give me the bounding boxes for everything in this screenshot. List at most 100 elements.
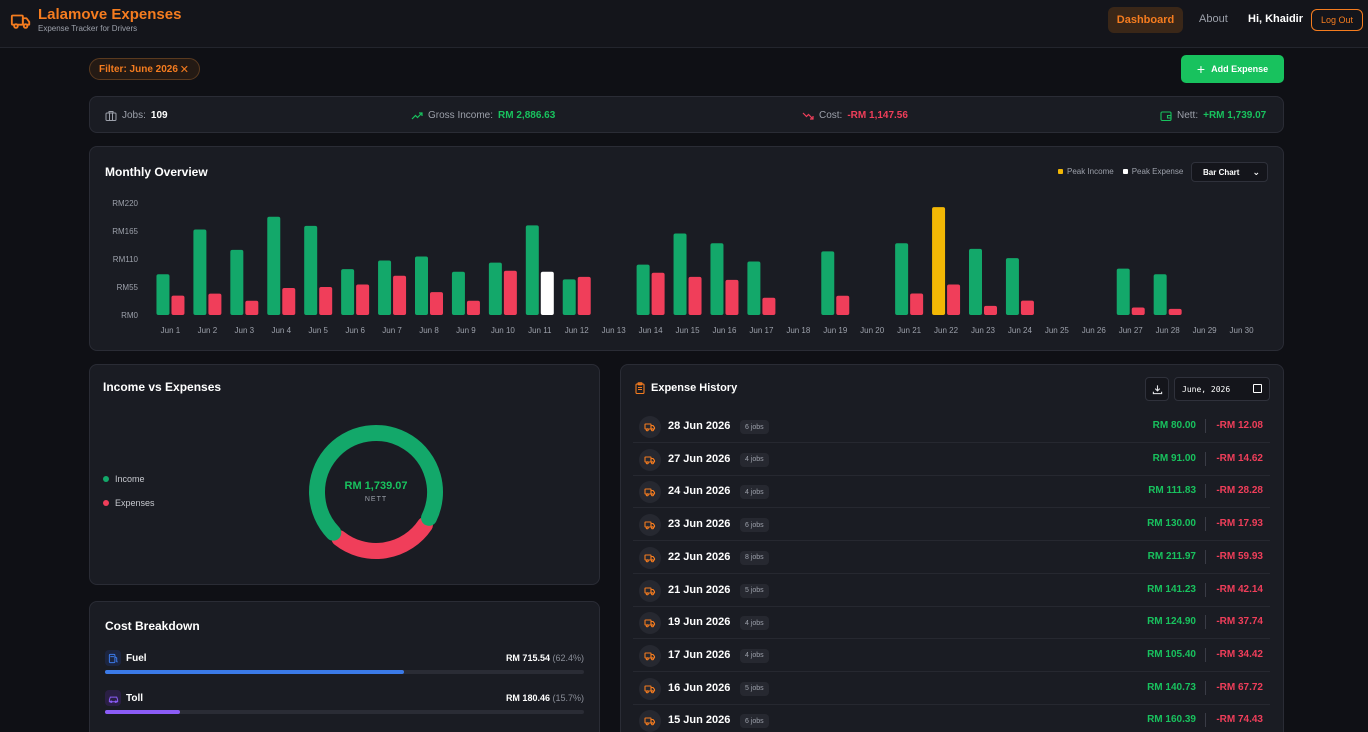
cost-amount-value: RM 715.54 xyxy=(505,653,550,663)
expense-bar[interactable] xyxy=(356,284,370,315)
x-tick-label: Jun 22 xyxy=(934,326,959,335)
row-jobs-badge: 5 jobs xyxy=(740,681,769,696)
expense-bar[interactable] xyxy=(651,272,665,315)
expense-history-row[interactable]: 19 Jun 2026 4 jobs RM 124.90 -RM 37.74 xyxy=(633,606,1270,640)
expense-bar[interactable] xyxy=(836,295,850,315)
expense-bar[interactable] xyxy=(910,293,924,315)
expense-bar[interactable] xyxy=(171,295,185,315)
row-expense: -RM 34.42 xyxy=(1216,648,1263,660)
income-bar[interactable] xyxy=(562,279,576,315)
income-bar[interactable] xyxy=(821,251,835,315)
row-separator xyxy=(1205,680,1206,695)
expense-bar[interactable] xyxy=(393,275,407,315)
month-picker-input[interactable]: June, 2026 xyxy=(1174,377,1270,401)
row-date: 24 Jun 2026 xyxy=(668,485,731,498)
row-separator xyxy=(1205,647,1206,662)
truck-icon[interactable] xyxy=(10,10,32,32)
x-tick-label: Jun 30 xyxy=(1230,326,1255,335)
x-tick-label: Jun 1 xyxy=(161,326,181,335)
expense-history-row[interactable]: 23 Jun 2026 6 jobs RM 130.00 -RM 17.93 xyxy=(633,508,1270,542)
expense-history-row[interactable]: 27 Jun 2026 4 jobs RM 91.00 -RM 14.62 xyxy=(633,443,1270,476)
chart-type-select[interactable]: Bar Chart ⌄ xyxy=(1191,162,1268,182)
income-bar[interactable] xyxy=(895,243,909,315)
jobs-value: 109 xyxy=(150,110,168,121)
income-bar[interactable] xyxy=(415,256,428,315)
expense-bar[interactable] xyxy=(430,292,443,315)
expense-bar[interactable] xyxy=(208,293,222,315)
row-income: RM 140.73 xyxy=(1147,681,1196,693)
income-bar[interactable] xyxy=(378,260,392,315)
expense-bar[interactable] xyxy=(762,297,776,315)
y-tick-label: RM55 xyxy=(117,283,139,292)
expense-bar[interactable] xyxy=(1131,307,1145,315)
truck-icon xyxy=(639,710,661,732)
x-tick-label: Jun 15 xyxy=(676,326,701,335)
row-jobs-badge: 6 jobs xyxy=(740,420,769,434)
income-bar[interactable] xyxy=(636,264,650,315)
expense-history-row[interactable]: 17 Jun 2026 4 jobs RM 105.40 -RM 34.42 xyxy=(633,639,1270,672)
row-date: 17 Jun 2026 xyxy=(668,648,731,661)
expense-bar[interactable] xyxy=(577,276,591,315)
expense-bar[interactable] xyxy=(947,284,961,315)
plus-icon: + xyxy=(1196,61,1206,77)
expense-bar[interactable] xyxy=(319,287,333,315)
row-income: RM 80.00 xyxy=(1152,420,1196,431)
income-bar[interactable] xyxy=(230,249,244,315)
close-icon[interactable]: ✕ xyxy=(179,64,189,76)
income-bar[interactable] xyxy=(747,261,761,315)
expense-history-row[interactable]: 22 Jun 2026 8 jobs RM 211.97 -RM 59.93 xyxy=(633,541,1270,574)
income-bar[interactable] xyxy=(267,216,281,315)
expense-bar[interactable] xyxy=(984,305,997,315)
x-tick-label: Jun 2 xyxy=(198,326,218,335)
calendar-icon[interactable] xyxy=(1253,384,1262,393)
expense-history-card xyxy=(620,364,1284,732)
expense-history-row[interactable]: 28 Jun 2026 6 jobs RM 80.00 -RM 12.08 xyxy=(633,410,1270,443)
nav-dashboard[interactable]: Dashboard xyxy=(1108,7,1183,33)
income-bar[interactable] xyxy=(932,207,946,315)
x-tick-label: Jun 13 xyxy=(602,326,627,335)
income-bar[interactable] xyxy=(488,262,502,315)
income-bar[interactable] xyxy=(193,229,207,315)
x-tick-label: Jun 29 xyxy=(1193,326,1218,335)
expense-history-row[interactable]: 15 Jun 2026 6 jobs RM 160.39 -RM 74.43 xyxy=(633,704,1270,732)
income-bar[interactable] xyxy=(525,225,539,315)
logout-button[interactable]: Log Out xyxy=(1311,9,1363,31)
row-date: 19 Jun 2026 xyxy=(668,616,731,629)
expense-bar[interactable] xyxy=(1168,308,1182,315)
income-bar[interactable] xyxy=(673,233,687,315)
app-header: Lalamove Expenses Expense Tracker for Dr… xyxy=(0,0,1368,48)
income-slice[interactable] xyxy=(309,425,443,541)
expense-bar[interactable] xyxy=(688,276,702,315)
user-greeting: Hi, Khaidir xyxy=(1248,13,1304,25)
row-date: 23 Jun 2026 xyxy=(668,518,731,531)
expense-bar[interactable] xyxy=(245,300,259,315)
expense-bar[interactable] xyxy=(1020,300,1034,315)
expense-bar[interactable] xyxy=(503,270,517,315)
income-bar[interactable] xyxy=(710,243,724,315)
income-bar[interactable] xyxy=(1116,268,1130,315)
income-bar[interactable] xyxy=(969,248,982,315)
expense-slice[interactable] xyxy=(331,516,433,559)
expense-bar[interactable] xyxy=(466,300,480,315)
app-title[interactable]: Lalamove Expenses xyxy=(38,6,182,23)
expense-history-row[interactable]: 21 Jun 2026 5 jobs RM 141.23 -RM 42.14 xyxy=(633,574,1270,607)
income-bar[interactable] xyxy=(451,271,465,315)
legend-label: Peak Expense xyxy=(1131,167,1184,176)
expense-history-row[interactable]: 16 Jun 2026 5 jobs RM 140.73 -RM 67.72 xyxy=(633,672,1270,705)
add-expense-button[interactable]: + Add Expense xyxy=(1181,55,1284,83)
expense-bar[interactable] xyxy=(725,279,739,315)
expense-history-row[interactable]: 24 Jun 2026 4 jobs RM 111.83 -RM 28.28 xyxy=(633,475,1270,509)
income-bar[interactable] xyxy=(156,274,170,315)
legend-peak-income: Peak Income xyxy=(1058,167,1114,176)
expense-bar[interactable] xyxy=(540,271,554,315)
truck-icon xyxy=(639,677,661,700)
nav-about[interactable]: About xyxy=(1199,13,1228,25)
download-button[interactable] xyxy=(1145,377,1169,401)
expense-bar[interactable] xyxy=(282,288,296,315)
income-bar[interactable] xyxy=(304,225,318,315)
income-bar[interactable] xyxy=(1005,258,1019,315)
income-bar[interactable] xyxy=(341,269,355,315)
row-income: RM 124.90 xyxy=(1147,616,1196,628)
income-bar[interactable] xyxy=(1153,274,1167,315)
trending-down-icon xyxy=(802,112,814,120)
